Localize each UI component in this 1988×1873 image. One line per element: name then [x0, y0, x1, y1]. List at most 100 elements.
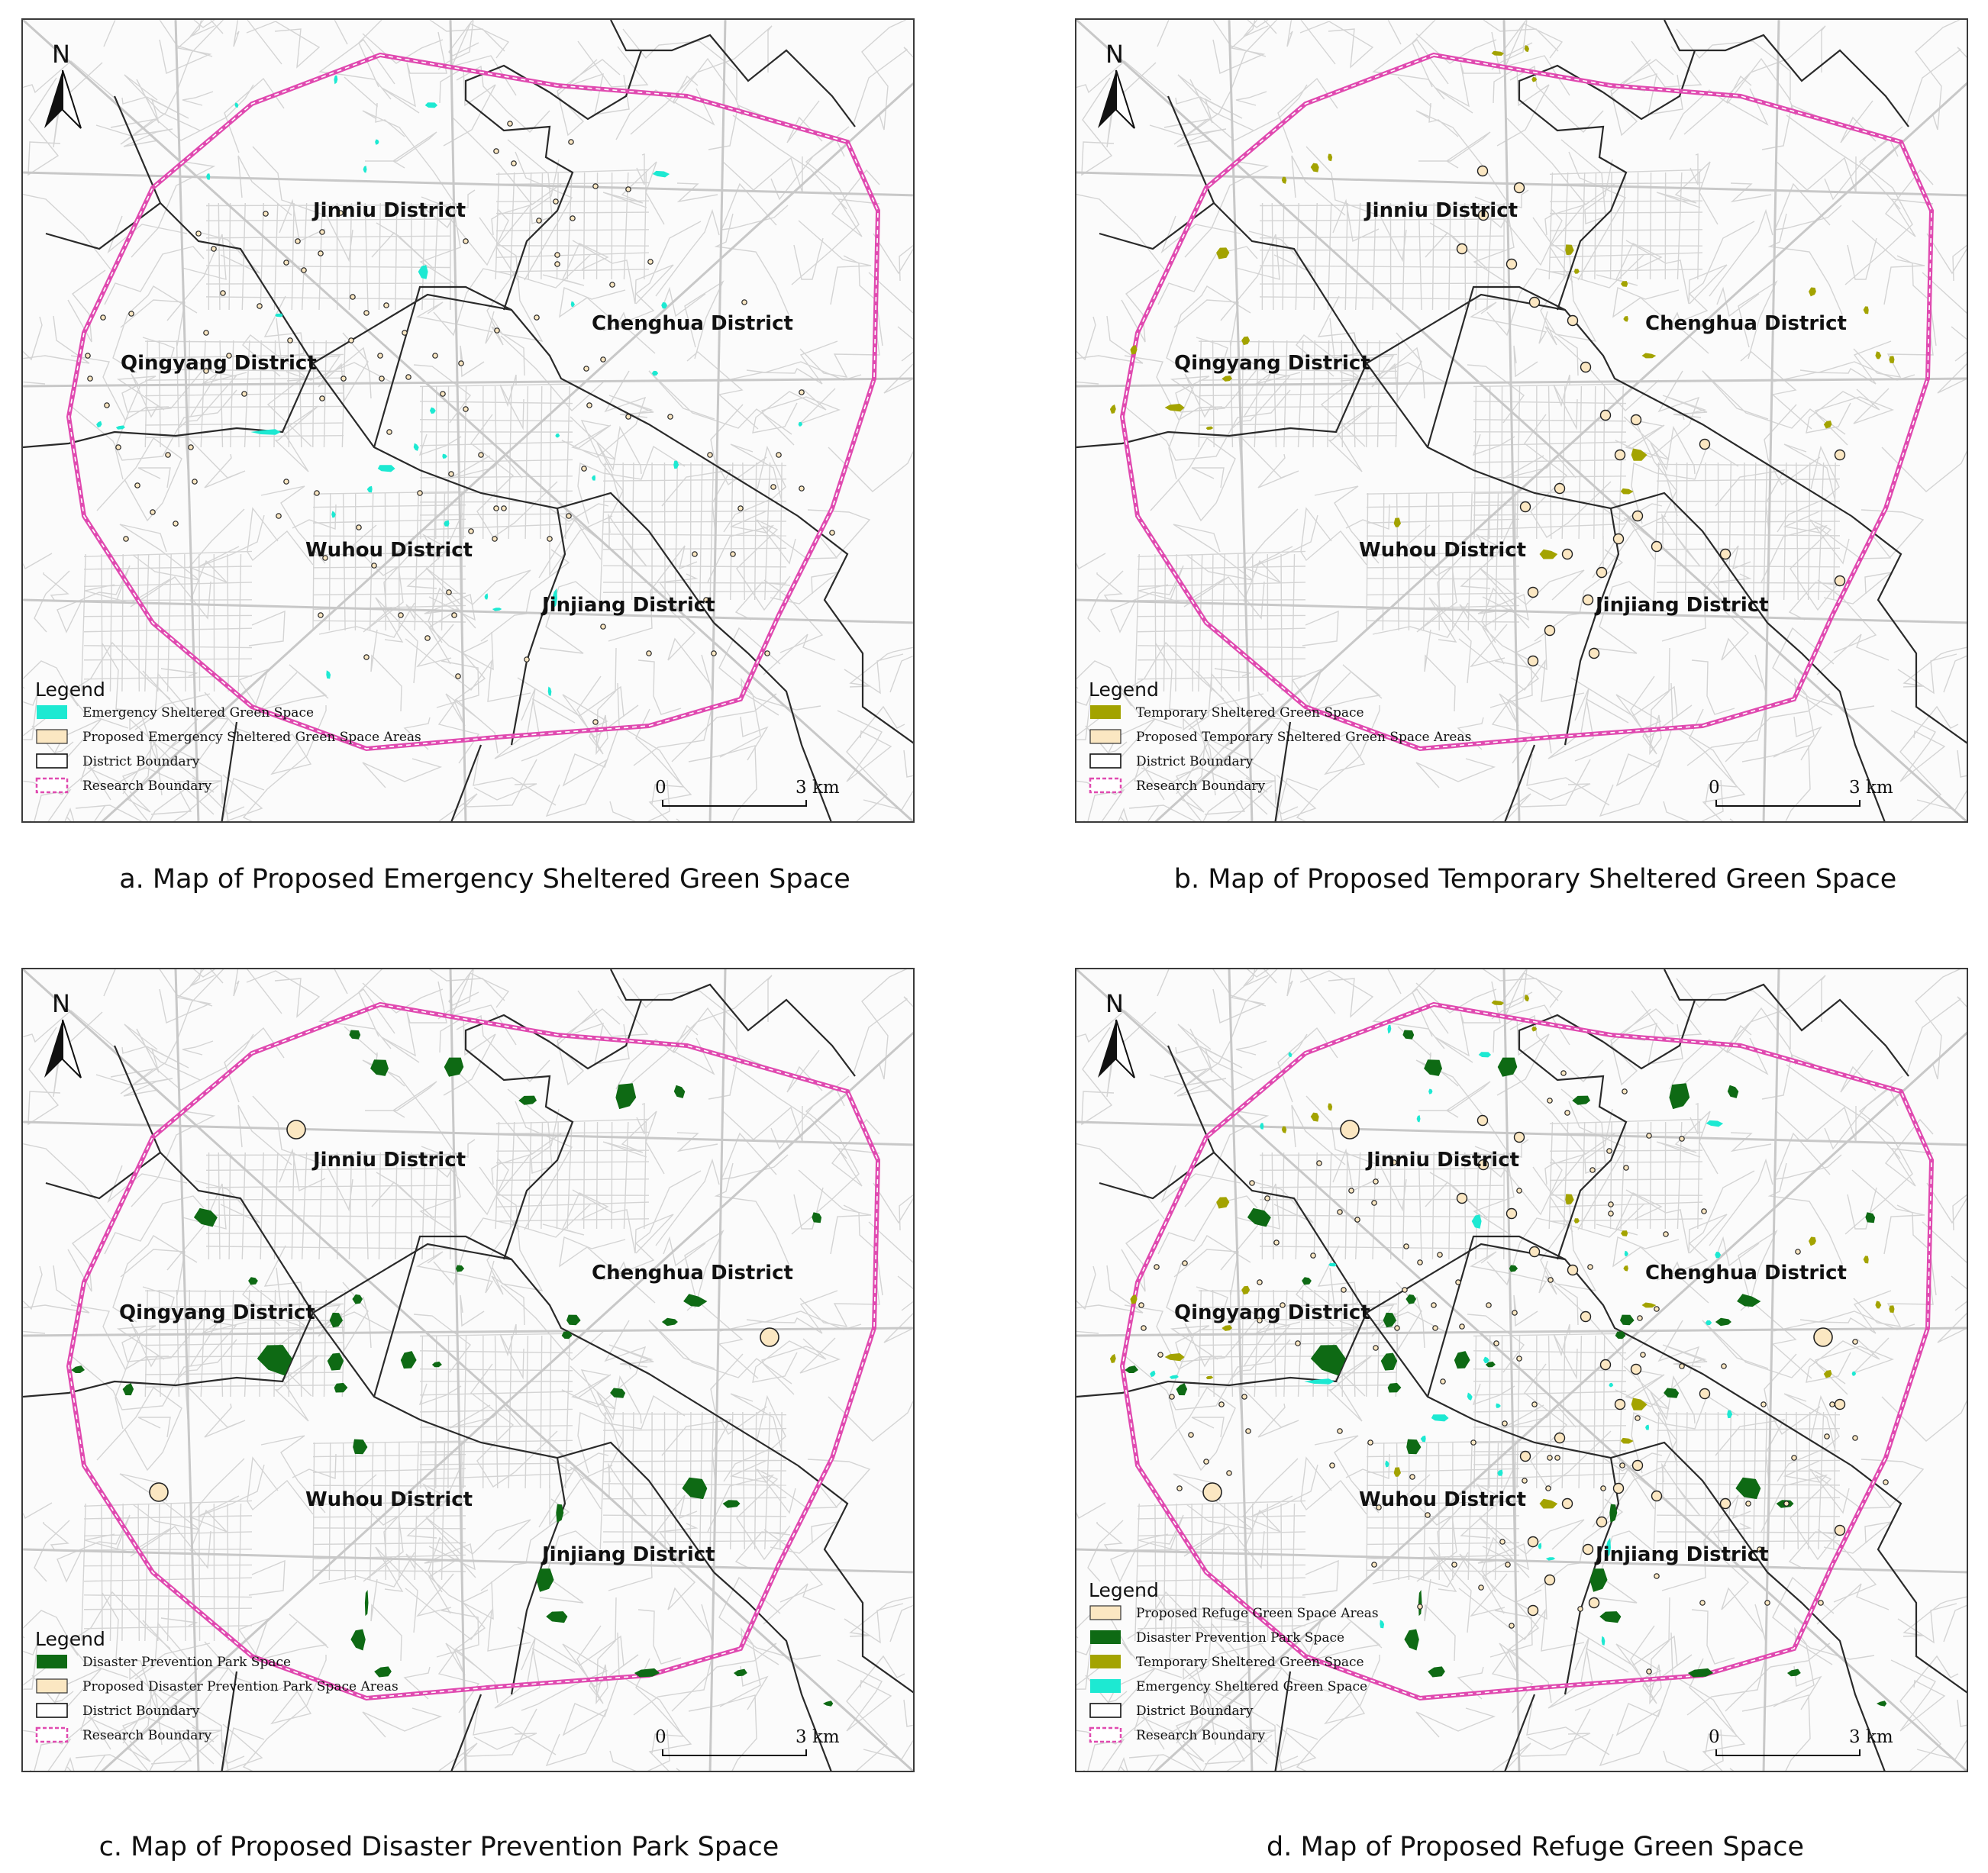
park-space	[1383, 1312, 1396, 1328]
proposed-emergency-area	[383, 302, 389, 308]
proposed-emergency-area	[1188, 1432, 1194, 1438]
park-space	[248, 1277, 258, 1285]
proposed-emergency-area	[1257, 1317, 1263, 1323]
proposed-emergency-area	[455, 673, 461, 679]
legend-swatch-emergency	[1090, 1679, 1121, 1693]
proposed-park-area	[149, 1482, 169, 1502]
emergency-green-space	[1328, 1262, 1337, 1267]
proposed-emergency-area	[451, 612, 457, 618]
legend-swatch-temporary	[1090, 1655, 1121, 1668]
proposed-emergency-area	[322, 555, 328, 561]
district-boundary-line	[1602, 999, 1696, 1070]
proposed-emergency-area	[1516, 1356, 1522, 1362]
proposed-temporary-area	[1580, 1310, 1592, 1323]
district-boundary-line	[1602, 50, 1696, 121]
legend-label: Research Boundary	[1136, 1728, 1266, 1743]
proposed-emergency-area	[1502, 1420, 1508, 1427]
temporary-green-space	[1863, 1256, 1869, 1264]
legend-swatch-park	[1090, 1630, 1121, 1644]
proposed-temporary-area	[1554, 482, 1566, 495]
proposed-temporary-area	[1554, 1432, 1566, 1444]
proposed-temporary-area	[1544, 1574, 1556, 1586]
legend-label: Emergency Sheltered Green Space	[1136, 1679, 1367, 1694]
temporary-green-space	[1109, 404, 1116, 414]
park-space	[1599, 1611, 1622, 1623]
scale-end: 3 km	[1849, 778, 1893, 798]
park-space	[682, 1477, 708, 1500]
proposed-emergency-area	[1818, 1600, 1824, 1606]
district-boundary-line	[1426, 285, 1566, 448]
proposed-emergency-area	[568, 139, 574, 145]
temporary-green-space	[1130, 345, 1138, 355]
proposed-park-area	[1340, 1120, 1360, 1140]
proposed-emergency-area	[134, 482, 140, 488]
park-space	[1454, 1351, 1470, 1369]
emergency-green-space	[275, 313, 283, 318]
district-boundary-line	[1851, 1465, 1967, 1694]
temporary-green-space	[1621, 281, 1628, 287]
emergency-green-space	[552, 588, 557, 609]
temporary-green-space	[1809, 287, 1816, 297]
north-label: N	[1105, 989, 1124, 1018]
proposed-emergency-area	[283, 260, 289, 266]
park-space	[1620, 1314, 1635, 1326]
proposed-emergency-area	[1589, 1167, 1596, 1173]
research-boundary-dash	[68, 1004, 879, 1699]
proposed-emergency-area	[377, 353, 383, 359]
proposed-emergency-area	[478, 452, 484, 458]
proposed-temporary-area	[1528, 1246, 1541, 1258]
proposed-temporary-area	[1719, 1497, 1731, 1510]
scale-bar-line	[662, 800, 807, 807]
proposed-emergency-area	[1635, 1415, 1641, 1421]
district-boundary-line	[160, 202, 799, 517]
proposed-temporary-area	[1630, 1363, 1642, 1375]
proposed-temporary-area	[1519, 501, 1531, 513]
proposed-emergency-area	[371, 563, 377, 569]
proposed-temporary-area	[1513, 1131, 1525, 1143]
proposed-emergency-area	[1795, 1249, 1801, 1255]
proposed-temporary-area	[1506, 1207, 1518, 1220]
proposed-emergency-area	[737, 505, 744, 511]
proposed-emergency-area	[318, 612, 324, 618]
proposed-emergency-area	[554, 261, 560, 267]
park-space	[734, 1668, 747, 1677]
district-boundary-line	[1426, 1235, 1566, 1397]
temporary-green-space	[1216, 247, 1230, 260]
district-boundary-line	[1274, 721, 1292, 821]
proposed-emergency-area	[337, 210, 344, 216]
district-label-jinniu: Jinniu District	[311, 1149, 466, 1172]
research-boundary-dash	[1121, 1004, 1932, 1699]
emergency-green-space	[413, 443, 419, 451]
district-boundary-line	[1664, 969, 1909, 1077]
proposed-emergency-area	[463, 406, 469, 412]
proposed-emergency-area	[1432, 1325, 1438, 1331]
district-label-qingyang: Qingyang District	[1174, 352, 1370, 375]
north-arrow-icon: N	[1098, 40, 1135, 129]
scale-bar: 0 3 km	[1709, 778, 1893, 807]
proposed-temporary-area	[1588, 647, 1600, 659]
proposed-emergency-area	[711, 650, 717, 656]
proposed-emergency-area	[85, 353, 91, 359]
temporary-green-space	[1393, 517, 1401, 527]
proposed-temporary-area	[1588, 1597, 1600, 1609]
emergency-green-space	[1545, 1557, 1556, 1561]
temporary-green-space	[1565, 1194, 1574, 1205]
emergency-green-space	[484, 593, 489, 600]
major-roads	[23, 969, 913, 1771]
proposed-temporary-area	[1834, 1524, 1846, 1536]
district-boundary-line	[713, 622, 832, 821]
legend-label: Temporary Sheltered Green Space	[1136, 705, 1364, 721]
proposed-emergency-area	[1409, 1474, 1415, 1480]
park-space	[1609, 1504, 1618, 1523]
proposed-emergency-area	[1547, 1098, 1553, 1104]
park-space	[1589, 1568, 1608, 1592]
temporary-green-space	[1310, 163, 1319, 172]
legend-title: Legend	[1089, 1579, 1159, 1601]
temporary-green-space	[1539, 1498, 1558, 1509]
emergency-green-space	[1478, 1052, 1492, 1058]
proposed-emergency-area	[1721, 1363, 1727, 1369]
park-space	[327, 1352, 344, 1371]
proposed-emergency-area	[1560, 1070, 1567, 1076]
proposed-emergency-area	[1470, 1439, 1476, 1446]
district-boundary-line	[549, 50, 643, 121]
